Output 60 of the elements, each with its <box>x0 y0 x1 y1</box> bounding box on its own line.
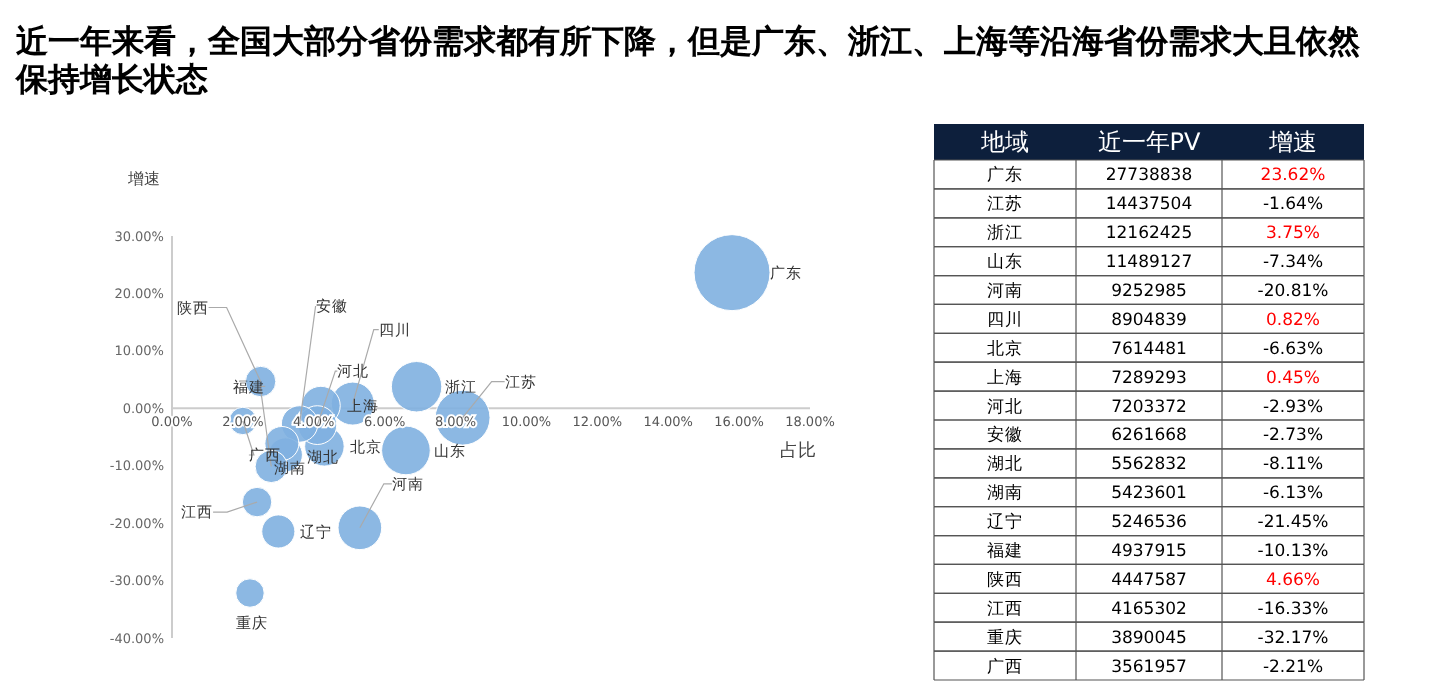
data-label: 5246536 <box>1111 513 1187 534</box>
data-label: 8904839 <box>1111 310 1187 331</box>
x-axis-title: 占比 <box>780 440 816 463</box>
data-label: -6.13% <box>1262 484 1324 505</box>
category-label: 浙江 <box>987 222 1023 245</box>
category-label: 广西 <box>987 655 1023 678</box>
data-label: -2.93% <box>1262 397 1324 418</box>
category-label: 四川 <box>987 308 1023 331</box>
text: 地域 <box>979 128 1029 157</box>
data-label: 27738838 <box>1105 166 1193 187</box>
data-label: -20.81% <box>1257 281 1329 302</box>
data-label: 23.62% <box>1260 166 1326 187</box>
data-label: -7.34% <box>1262 253 1324 274</box>
data-label: 5562832 <box>1111 455 1187 476</box>
data-label: -21.45% <box>1257 513 1329 534</box>
data-label: -10.13% <box>1257 541 1329 562</box>
category-label: 上海 <box>987 366 1023 389</box>
data-label: -2.21% <box>1262 657 1324 678</box>
data-label: 4937915 <box>1111 541 1187 562</box>
data-label: -6.63% <box>1262 339 1324 360</box>
data-label: 0.45% <box>1265 368 1321 389</box>
category-label: 陕西 <box>987 568 1023 591</box>
data-label: 0.82% <box>1265 310 1321 331</box>
category-label: 湖南 <box>987 482 1023 505</box>
data-label: 4447587 <box>1111 570 1187 591</box>
data-label: 11489127 <box>1105 253 1193 274</box>
data-label: 3890045 <box>1111 628 1187 649</box>
data-label: -16.33% <box>1257 599 1329 620</box>
data-label: 6261668 <box>1111 426 1187 447</box>
data-label: 4165302 <box>1111 599 1187 620</box>
data-label: 7289293 <box>1111 368 1187 389</box>
data-label: 3.75% <box>1265 224 1321 245</box>
category-label: 广东 <box>987 164 1023 187</box>
data-label: 9252985 <box>1111 281 1187 302</box>
data-label: -32.17% <box>1257 628 1329 649</box>
category-label: 福建 <box>987 539 1023 562</box>
chart-title: 近一年来看，全国大部分省份需求都有所下降，但是广东、浙江、上海等沿海省份需求大且依然保持增长状态 <box>14 22 1362 98</box>
category-label: 江苏 <box>987 193 1023 216</box>
data-label: 5423601 <box>1111 484 1187 505</box>
data-label: -8.11% <box>1262 455 1324 476</box>
category-label: 河南 <box>987 279 1023 302</box>
data-label: 3561957 <box>1111 657 1187 678</box>
y-axis-title: 增速 <box>126 170 160 188</box>
data-label: 7203372 <box>1111 397 1187 418</box>
category-label: 河北 <box>987 395 1023 418</box>
category-label: 湖北 <box>987 453 1023 476</box>
category-label: 辽宁 <box>987 511 1023 534</box>
data-label: 14437504 <box>1105 195 1193 216</box>
category-label: 江西 <box>987 597 1023 620</box>
category-label: 山东 <box>987 251 1023 274</box>
data-label: 7614481 <box>1111 339 1187 360</box>
text: 近一年PV <box>1097 128 1203 157</box>
data-label: 4.66% <box>1265 570 1321 591</box>
data-label: -2.73% <box>1262 426 1324 447</box>
category-label: 北京 <box>987 337 1023 360</box>
category-label: 安徽 <box>987 424 1023 447</box>
data-label: -1.64% <box>1262 195 1324 216</box>
text: 增速 <box>1267 128 1317 157</box>
category-label: 重庆 <box>987 626 1023 649</box>
data-label: 12162425 <box>1105 224 1193 245</box>
